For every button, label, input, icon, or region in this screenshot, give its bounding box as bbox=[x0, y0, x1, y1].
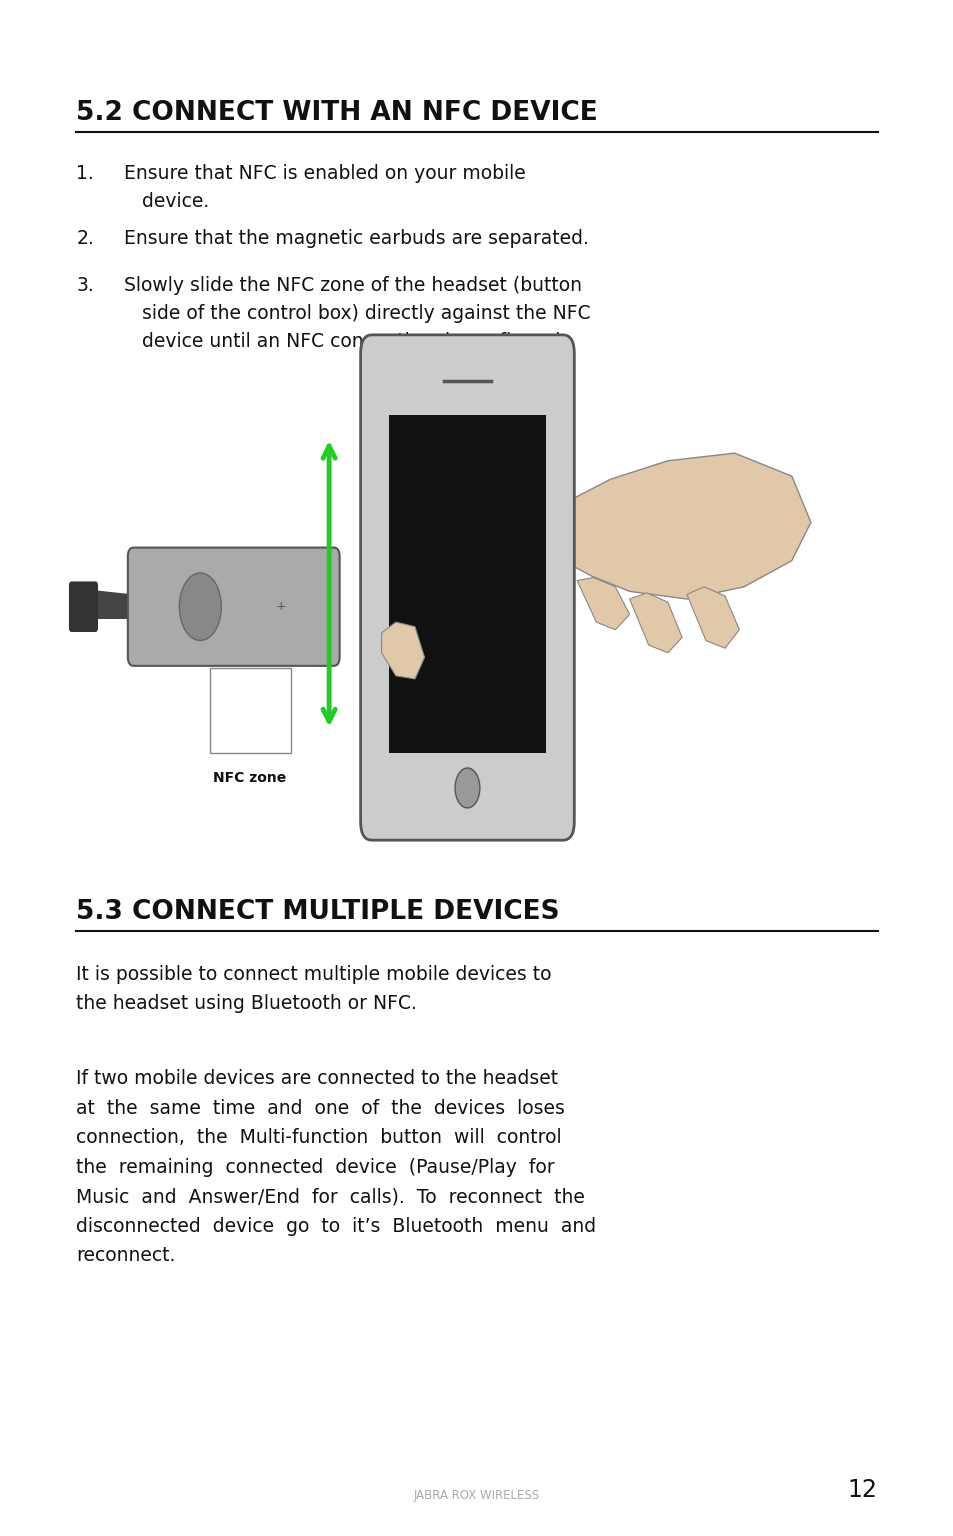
Text: It is possible to connect multiple mobile devices to
the headset using Bluetooth: It is possible to connect multiple mobil… bbox=[76, 965, 551, 1014]
Polygon shape bbox=[76, 588, 133, 619]
Circle shape bbox=[179, 573, 221, 641]
Polygon shape bbox=[548, 453, 810, 599]
FancyBboxPatch shape bbox=[128, 548, 339, 667]
Polygon shape bbox=[577, 578, 629, 630]
Text: JABRA ROX WIRELESS: JABRA ROX WIRELESS bbox=[414, 1490, 539, 1502]
FancyBboxPatch shape bbox=[210, 668, 291, 753]
Text: Ensure that NFC is enabled on your mobile
   device.: Ensure that NFC is enabled on your mobil… bbox=[124, 164, 525, 212]
Text: +: + bbox=[275, 601, 287, 613]
FancyBboxPatch shape bbox=[360, 335, 574, 840]
Polygon shape bbox=[381, 622, 424, 679]
Text: NFC zone: NFC zone bbox=[213, 771, 286, 785]
Text: 1.: 1. bbox=[76, 164, 94, 183]
Text: 3.: 3. bbox=[76, 276, 94, 295]
FancyBboxPatch shape bbox=[70, 582, 97, 631]
Circle shape bbox=[455, 768, 479, 808]
Polygon shape bbox=[629, 593, 681, 653]
Text: 5.2 CONNECT WITH AN NFC DEVICE: 5.2 CONNECT WITH AN NFC DEVICE bbox=[76, 100, 598, 126]
Text: 5.3 CONNECT MULTIPLE DEVICES: 5.3 CONNECT MULTIPLE DEVICES bbox=[76, 899, 559, 925]
Text: Slowly slide the NFC zone of the headset (button
   side of the control box) dir: Slowly slide the NFC zone of the headset… bbox=[124, 276, 590, 352]
Text: If two mobile devices are connected to the headset
at  the  same  time  and  one: If two mobile devices are connected to t… bbox=[76, 1069, 596, 1266]
Polygon shape bbox=[686, 587, 739, 648]
Text: 2.: 2. bbox=[76, 229, 94, 247]
FancyBboxPatch shape bbox=[389, 415, 545, 753]
Text: Ensure that the magnetic earbuds are separated.: Ensure that the magnetic earbuds are sep… bbox=[124, 229, 588, 247]
Text: 12: 12 bbox=[847, 1478, 877, 1502]
